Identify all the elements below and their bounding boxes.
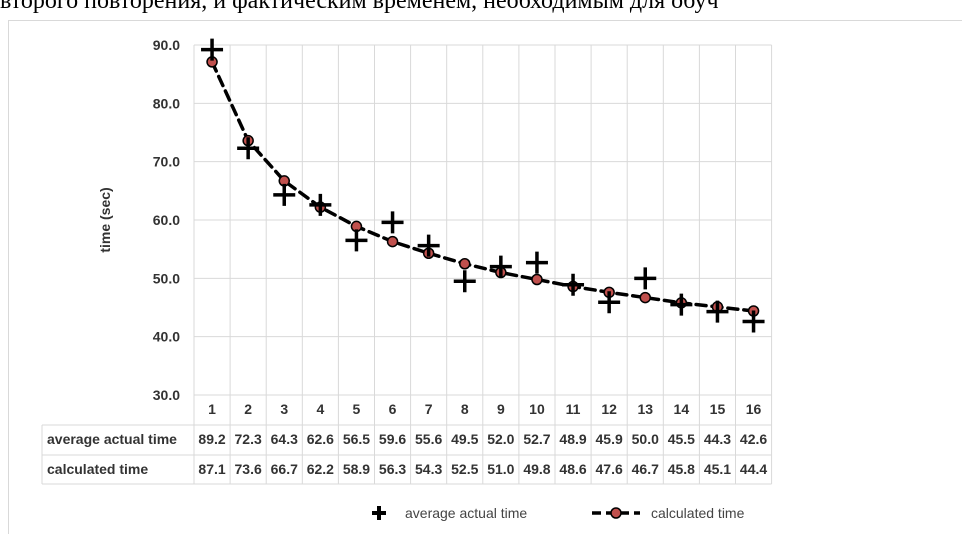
x-tick-label: 1 (208, 401, 216, 417)
table-cell: 58.9 (343, 461, 370, 477)
average-actual-time-point (201, 38, 224, 61)
average-actual-time-point (453, 270, 476, 293)
average-actual-time-point (489, 255, 512, 278)
table-cell: 72.3 (235, 431, 262, 447)
average-actual-time-point (381, 211, 404, 234)
x-tick-label: 3 (280, 401, 288, 417)
x-tick-label: 12 (601, 401, 617, 417)
table-cell: 64.3 (271, 431, 298, 447)
x-tick-label: 11 (566, 401, 581, 417)
average-actual-time-point (670, 293, 693, 316)
table-cell: 89.2 (198, 431, 225, 447)
table-cell: 56.3 (379, 461, 406, 477)
calculated-time-point (459, 258, 471, 270)
table-cell: 45.1 (704, 461, 731, 477)
table-cell: 46.7 (632, 461, 659, 477)
average-actual-time-point (562, 273, 585, 296)
table-cell: 56.5 (343, 431, 370, 447)
average-actual-time-point (525, 251, 548, 274)
table-cell: 45.8 (668, 461, 695, 477)
y-tick-label: 50.0 (153, 270, 180, 286)
average-actual-time-point (706, 300, 729, 323)
average-actual-time-point (417, 234, 440, 257)
table-cell: 52.7 (523, 431, 550, 447)
table-cell: 62.2 (307, 461, 334, 477)
table-cell: 73.6 (235, 461, 262, 477)
average-actual-time-point (309, 193, 332, 216)
table-cell: 45.9 (596, 431, 623, 447)
y-tick-label: 40.0 (153, 329, 180, 345)
x-tick-label: 6 (389, 401, 397, 417)
average-actual-time-point (273, 183, 296, 206)
x-tick-label: 4 (316, 401, 324, 417)
table-cell: 62.6 (307, 431, 334, 447)
table-cell: 47.6 (596, 461, 623, 477)
legend-label-average-actual-time: average actual time (405, 505, 527, 521)
y-tick-label: 30.0 (153, 387, 180, 403)
calculated-time-point (531, 273, 543, 286)
x-tick-label: 10 (529, 401, 545, 417)
average-actual-time-point (237, 137, 260, 160)
y-axis-title: time (sec) (97, 187, 113, 252)
y-tick-label: 80.0 (153, 95, 180, 111)
average-actual-time-point (634, 267, 657, 290)
calculated-time-point (386, 235, 399, 248)
calculated-time-line (210, 60, 756, 313)
x-tick-label: 7 (425, 401, 433, 417)
average-actual-time-point (345, 229, 368, 252)
x-tick-label: 9 (497, 401, 505, 417)
table-cell: 54.3 (415, 461, 442, 477)
table-cell: 87.1 (198, 461, 225, 477)
legend-marker-calculated-time-dot (610, 507, 622, 519)
table-cell: 49.8 (523, 461, 550, 477)
average-actual-time-point (742, 310, 765, 333)
average-actual-time-point (598, 291, 621, 314)
x-tick-label: 2 (244, 401, 252, 417)
x-tick-label: 15 (710, 401, 726, 417)
table-row-label: calculated time (47, 461, 148, 477)
table-cell: 48.6 (559, 461, 586, 477)
x-tick-label: 14 (674, 401, 690, 417)
x-tick-label: 16 (746, 401, 762, 417)
chart-frame (8, 20, 962, 534)
document-text-line: второго повторения, и фактическим времен… (0, 0, 719, 14)
y-tick-label: 60.0 (153, 212, 180, 228)
y-tick-label: 90.0 (153, 37, 180, 53)
table-row-label: average actual time (47, 431, 177, 447)
legend-marker-average-actual-time (372, 506, 386, 520)
table-cell: 66.7 (271, 461, 298, 477)
x-tick-label: 13 (637, 401, 653, 417)
table-cell: 48.9 (559, 431, 586, 447)
table-cell: 52.5 (451, 461, 478, 477)
table-cell: 44.3 (704, 431, 731, 447)
y-tick-label: 70.0 (153, 154, 180, 170)
table-cell: 52.0 (487, 431, 514, 447)
table-cell: 51.0 (487, 461, 514, 477)
table-cell: 42.6 (740, 431, 767, 447)
table-cell: 59.6 (379, 431, 406, 447)
x-tick-label: 5 (353, 401, 361, 417)
table-cell: 44.4 (740, 461, 767, 477)
table-cell: 45.5 (668, 431, 695, 447)
calculated-time-point (639, 291, 651, 304)
x-tick-label: 8 (461, 401, 469, 417)
table-cell: 49.5 (451, 431, 478, 447)
table-cell: 50.0 (632, 431, 659, 447)
legend-label-calculated-time: calculated time (651, 505, 745, 521)
table-cell: 55.6 (415, 431, 442, 447)
